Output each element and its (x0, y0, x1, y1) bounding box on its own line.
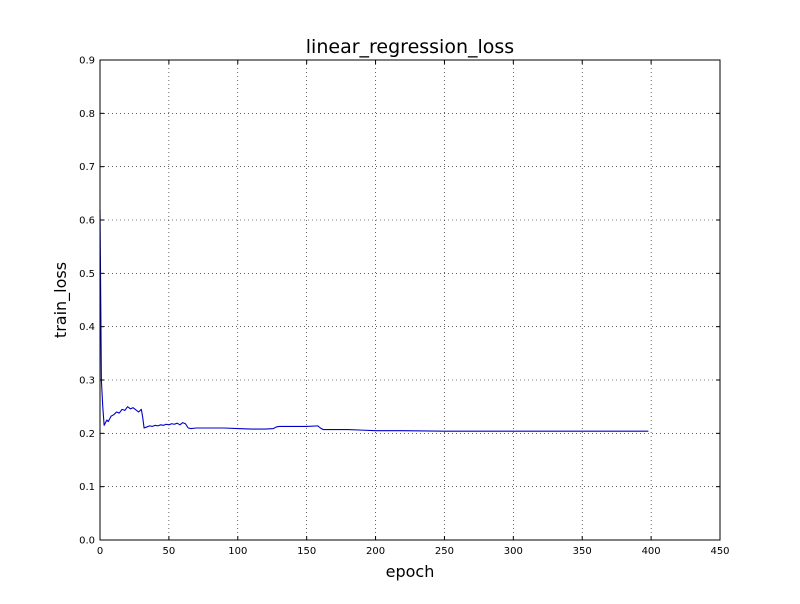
series-layer (99, 209, 649, 432)
y-tick-label: 0.0 (79, 536, 95, 547)
x-axis-label: epoch (386, 562, 435, 581)
x-tick-label: 300 (504, 546, 523, 557)
y-tick-label: 0.9 (79, 56, 95, 67)
x-tick-label: 150 (297, 546, 316, 557)
y-tick-label: 0.6 (79, 216, 95, 227)
x-tick-label: 450 (710, 546, 729, 557)
x-tick-label: 400 (642, 546, 661, 557)
x-tick-label: 250 (435, 546, 454, 557)
y-axis-label: train_loss (51, 262, 71, 338)
y-tick-label: 0.5 (79, 269, 95, 280)
plot-frame (99, 59, 721, 541)
x-tick-label: 100 (228, 546, 247, 557)
y-tick-label: 0.4 (79, 322, 95, 333)
y-tick-label: 0.3 (79, 376, 95, 387)
y-tick-label: 0.1 (79, 482, 95, 493)
x-tick-label: 0 (97, 546, 103, 557)
series-line-train-loss (99, 209, 649, 432)
x-tick-label: 350 (573, 546, 592, 557)
x-tick-label: 200 (366, 546, 385, 557)
ticks-layer: 0 50 100 150 200 250 300 350 400 450 0.0 0.1 0.2 0.3 0… (79, 56, 729, 558)
x-tick-label: 50 (163, 546, 176, 557)
y-tick-label: 0.2 (79, 429, 95, 440)
grid-layer (99, 59, 721, 541)
y-tick-label: 0.8 (79, 109, 95, 120)
y-tick-label: 0.7 (79, 162, 95, 173)
chart-title: linear_regression_loss (306, 36, 514, 58)
